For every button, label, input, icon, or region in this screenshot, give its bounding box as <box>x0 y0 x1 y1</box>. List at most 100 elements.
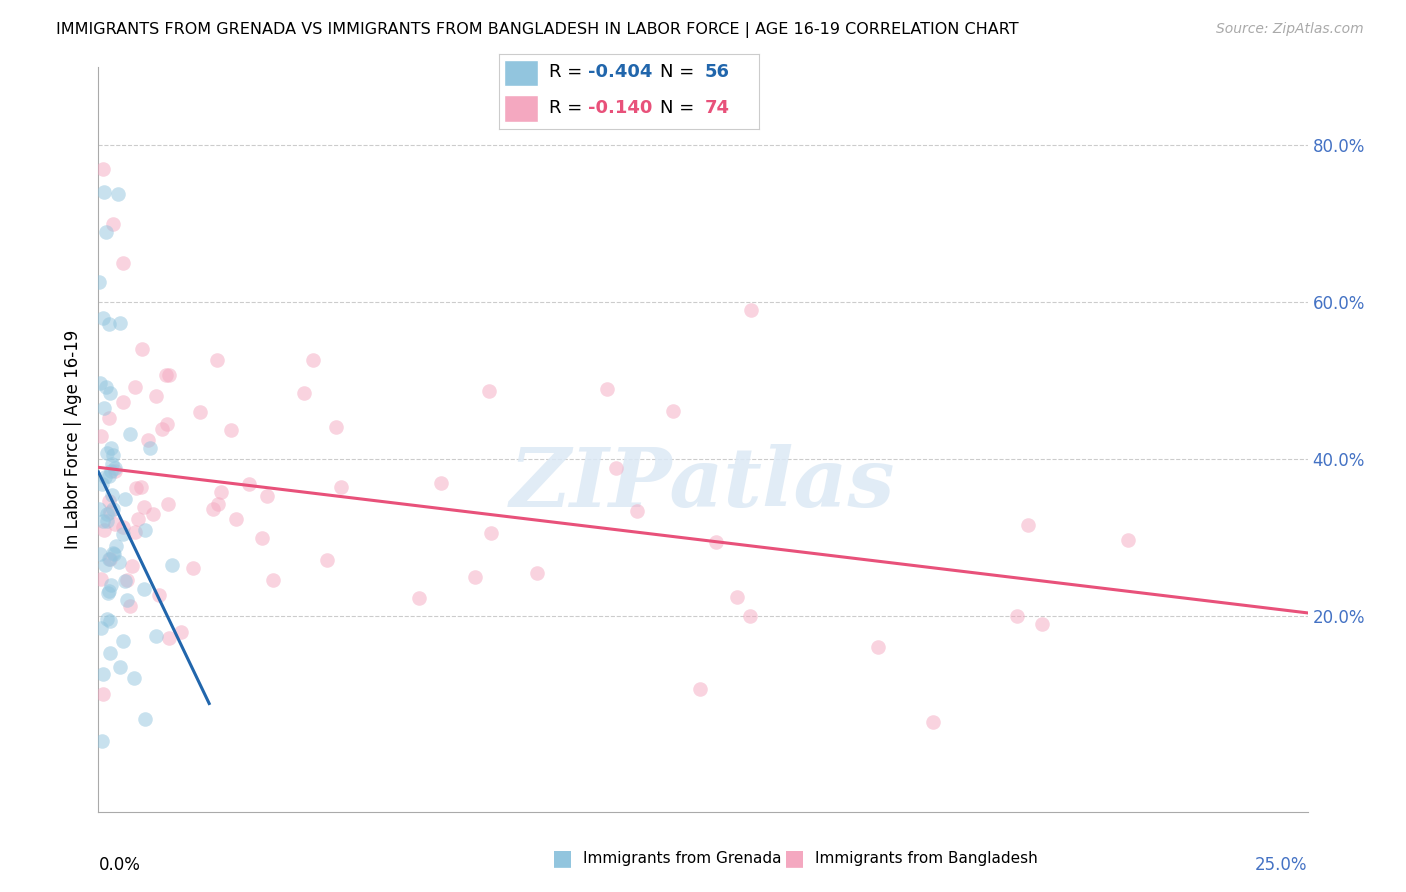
Point <box>131 342 153 356</box>
Point <box>134 500 156 515</box>
Point <box>98 583 121 598</box>
Point <box>868 640 890 655</box>
Point <box>101 502 124 516</box>
Text: N =: N = <box>661 62 700 80</box>
Point <box>292 386 315 401</box>
Point <box>139 441 162 455</box>
Point <box>112 527 135 541</box>
Point <box>96 514 118 528</box>
Point <box>114 492 136 507</box>
Point <box>155 368 177 382</box>
Point <box>205 353 228 368</box>
Point <box>134 523 156 537</box>
Point <box>100 505 122 519</box>
Point <box>262 573 284 587</box>
Point <box>689 681 711 696</box>
Point <box>704 535 727 549</box>
Point <box>105 539 128 553</box>
Point <box>93 523 115 537</box>
Point <box>122 671 145 685</box>
Text: Source: ZipAtlas.com: Source: ZipAtlas.com <box>1216 22 1364 37</box>
Point <box>134 712 156 726</box>
Y-axis label: In Labor Force | Age 16-19: In Labor Force | Age 16-19 <box>65 330 83 549</box>
Point <box>430 475 453 490</box>
Point <box>115 593 138 607</box>
Point <box>121 559 143 574</box>
Point <box>238 477 260 491</box>
Point <box>112 519 135 533</box>
Point <box>89 376 111 390</box>
Point <box>98 614 121 628</box>
Point <box>170 625 193 640</box>
Point <box>922 714 945 729</box>
Point <box>661 403 683 417</box>
Point <box>1116 533 1139 547</box>
Point <box>145 629 167 643</box>
Point <box>605 460 627 475</box>
FancyBboxPatch shape <box>505 60 538 87</box>
Point <box>329 479 352 493</box>
Point <box>125 481 148 495</box>
Text: ZIPatlas: ZIPatlas <box>510 444 896 524</box>
Point <box>94 225 117 239</box>
Point <box>91 687 114 701</box>
Point <box>90 621 112 635</box>
Text: N =: N = <box>661 99 700 117</box>
Point <box>526 566 548 580</box>
Text: ■: ■ <box>785 848 804 868</box>
Text: -0.404: -0.404 <box>588 62 652 80</box>
Point <box>93 558 115 572</box>
Point <box>478 384 501 399</box>
Point <box>148 588 170 602</box>
Point <box>114 574 136 588</box>
Point <box>91 477 114 491</box>
Point <box>98 385 121 400</box>
Text: IMMIGRANTS FROM GRENADA VS IMMIGRANTS FROM BANGLADESH IN LABOR FORCE | AGE 16-19: IMMIGRANTS FROM GRENADA VS IMMIGRANTS FR… <box>56 22 1019 38</box>
Point <box>124 380 146 394</box>
Point <box>150 421 173 435</box>
Point <box>91 666 114 681</box>
Text: R =: R = <box>548 62 588 80</box>
Point <box>89 547 111 561</box>
Point <box>157 632 180 646</box>
Point <box>110 660 132 674</box>
Point <box>464 570 486 584</box>
Point <box>98 411 121 425</box>
Point <box>127 512 149 526</box>
Point <box>87 502 110 516</box>
Point <box>256 489 278 503</box>
Point <box>98 494 121 508</box>
Point <box>316 553 339 567</box>
Point <box>93 401 115 416</box>
Point <box>101 457 124 471</box>
Point <box>90 572 112 586</box>
Text: R =: R = <box>548 99 593 117</box>
Point <box>111 256 134 270</box>
Point <box>1017 518 1039 533</box>
Point <box>118 599 141 613</box>
Point <box>156 417 179 432</box>
Point <box>98 551 121 566</box>
Point <box>101 488 124 502</box>
Point <box>1007 608 1029 623</box>
Text: 56: 56 <box>704 62 730 80</box>
Point <box>96 507 118 521</box>
Point <box>626 504 648 518</box>
Point <box>96 446 118 460</box>
Point <box>100 463 122 477</box>
Point <box>90 429 112 443</box>
Point <box>94 470 117 484</box>
Point <box>91 310 114 325</box>
Point <box>93 186 115 200</box>
Point <box>302 352 325 367</box>
Point <box>91 734 114 748</box>
Point <box>98 646 121 660</box>
Text: 0.0%: 0.0% <box>98 856 141 874</box>
Point <box>97 317 120 331</box>
Point <box>725 591 748 605</box>
Point <box>250 531 273 545</box>
Point <box>740 302 762 317</box>
Point <box>207 497 229 511</box>
Point <box>111 395 134 409</box>
Point <box>100 578 122 592</box>
